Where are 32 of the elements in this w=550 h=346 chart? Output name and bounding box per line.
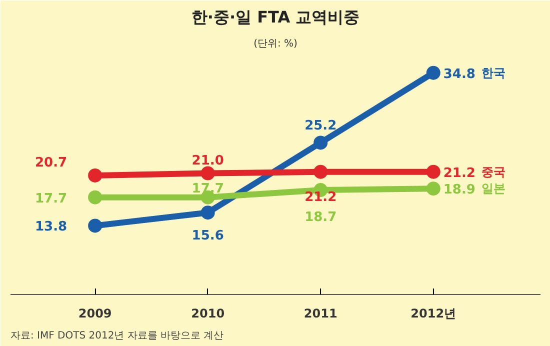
data-label: 21.2 (443, 166, 476, 181)
data-label: 18.9 (443, 182, 476, 198)
text: 자료: IMF DOTS 2012년 자료를 바탕으로 계산 (10, 330, 224, 342)
data-label: 21.2 (304, 190, 337, 205)
x-tick-label: 2012년 (410, 306, 456, 320)
text: 중국 (481, 164, 506, 179)
data-label: 13.8 (35, 220, 68, 235)
point (88, 190, 102, 204)
data-label: 18.7 (304, 210, 337, 226)
chart-subtitle: (단위: %) (254, 38, 298, 50)
text: 일본 (481, 182, 506, 196)
x-tick-label: 2010 (191, 306, 225, 320)
point (88, 168, 102, 182)
point (426, 164, 440, 179)
point (426, 182, 440, 196)
data-label: 21.0 (192, 153, 224, 168)
data-label: 17.7 (35, 191, 68, 206)
data-label: 15.6 (192, 228, 224, 244)
point (200, 206, 215, 220)
point (200, 166, 215, 180)
data-label: 17.7 (192, 181, 224, 196)
chart-title: 한·중·일 FTA 교역비중 (191, 8, 360, 26)
data-label: 34.8 (443, 66, 476, 82)
x-tick-label: 2011 (304, 306, 338, 320)
data-label: 20.7 (35, 155, 68, 170)
x-tick-label: 2009 (78, 306, 112, 320)
data-label: 25.2 (304, 118, 337, 134)
text: 한국 (481, 66, 506, 80)
point (314, 164, 328, 179)
point (88, 218, 102, 233)
point (314, 136, 328, 150)
point (426, 66, 440, 80)
